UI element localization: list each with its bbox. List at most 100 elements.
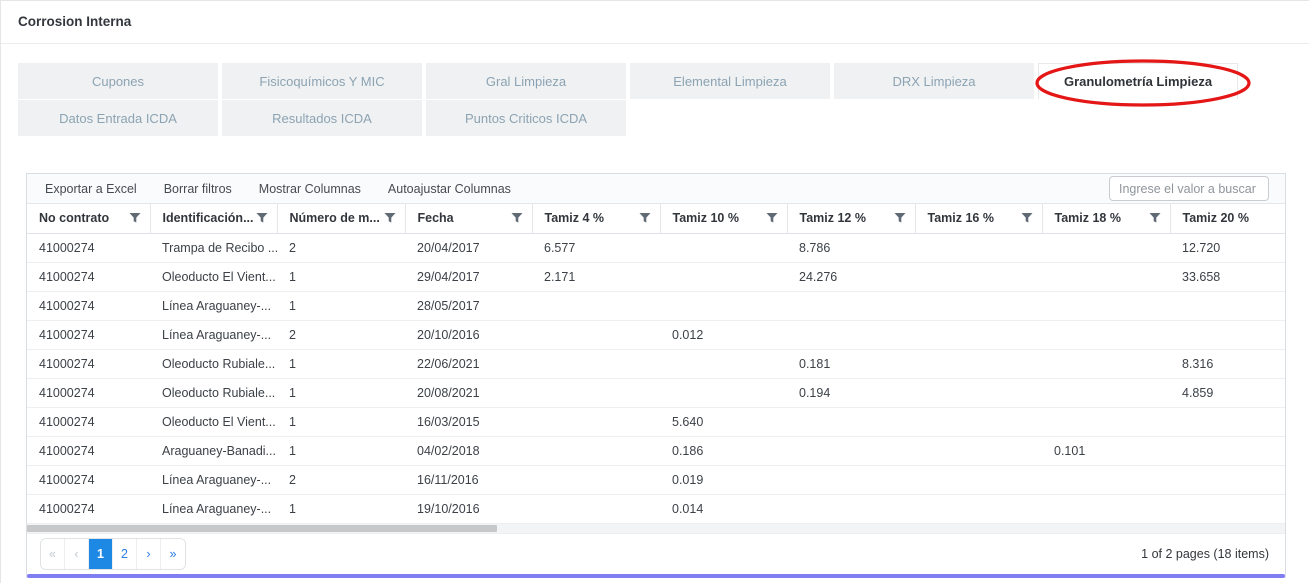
table-row[interactable]: 41000274 Oleoducto Rubiale... 1 20/08/2021 0… (27, 378, 1285, 408)
table-row[interactable]: 41000274 Oleoducto El Vient... 1 29/04/2017… (27, 262, 1285, 292)
table-cell: Araguaney-Banadi... (150, 436, 277, 466)
tab-drx-limpieza[interactable]: DRX Limpieza (834, 63, 1034, 99)
table-row[interactable]: 41000274 Oleoducto El Vient... 1 16/03/2015… (27, 407, 1285, 437)
horizontal-scrollbar-thumb[interactable] (27, 524, 497, 532)
table-cell (1042, 262, 1170, 292)
table-cell (915, 233, 1042, 263)
table-row[interactable]: 41000274 Trampa de Recibo ... 2 20/04/2017 6… (27, 233, 1285, 263)
table-cell: 19/10/2016 (405, 494, 532, 524)
table-cell: 16/03/2015 (405, 407, 532, 437)
tab-datos-entrada-icda[interactable]: Datos Entrada ICDA (18, 100, 218, 136)
pager-page-2[interactable]: 2 (113, 538, 137, 569)
filter-icon[interactable] (894, 212, 906, 224)
toolbar-button-autoajustar-columnas[interactable]: Autoajustar Columnas (387, 181, 511, 196)
table-row[interactable]: 41000274 Línea Araguaney-... 2 20/10/2016 0.… (27, 320, 1285, 350)
table-cell (660, 233, 787, 263)
pager-next-button[interactable]: › (137, 538, 161, 569)
table-cell: 04/02/2018 (405, 436, 532, 466)
horizontal-scrollbar[interactable] (27, 523, 1285, 533)
table-row[interactable]: 41000274 Línea Araguaney-... 2 16/11/2016 0.… (27, 465, 1285, 495)
table-cell (532, 378, 660, 408)
table-row[interactable]: 41000274 Línea Araguaney-... 1 28/05/2017 (27, 291, 1285, 321)
table-cell: 1 (277, 378, 405, 408)
pager-page-1[interactable]: 1 (89, 538, 113, 569)
toolbar-button-borrar-filtros[interactable]: Borrar filtros (163, 181, 232, 196)
toolbar-button-mostrar-columnas[interactable]: Mostrar Columnas (258, 181, 361, 196)
column-header-tamiz-10[interactable]: Tamiz 10 % (660, 204, 788, 234)
column-header-label: Tamiz 16 % (927, 211, 994, 226)
table-row[interactable]: 41000274 Araguaney-Banadi... 1 04/02/2018 0.… (27, 436, 1285, 466)
tab-fisicoqu-micos-y-mic[interactable]: Fisicoquímicos Y MIC (222, 63, 422, 99)
column-header-tamiz-20[interactable]: Tamiz 20 % (1170, 204, 1285, 234)
table-cell (1170, 320, 1285, 350)
table-cell: 41000274 (27, 320, 150, 350)
table-cell (532, 349, 660, 379)
column-header-tamiz-18[interactable]: Tamiz 18 % (1042, 204, 1171, 234)
column-header-tamiz-16[interactable]: Tamiz 16 % (915, 204, 1043, 234)
filter-icon[interactable] (639, 212, 651, 224)
table-cell (915, 320, 1042, 350)
table-cell: Línea Araguaney-... (150, 494, 277, 524)
table-cell: 0.181 (787, 349, 915, 379)
table-cell: 41000274 (27, 407, 150, 437)
table-row[interactable]: 41000274 Línea Araguaney-... 1 19/10/2016 0.… (27, 494, 1285, 524)
table-cell: 0.012 (660, 320, 787, 350)
toolbar-button-exportar-a-excel[interactable]: Exportar a Excel (45, 181, 137, 196)
column-header-n-mero-de-m[interactable]: Número de m... (277, 204, 406, 234)
title-divider (1, 43, 1309, 44)
column-header-tamiz-12[interactable]: Tamiz 12 % (787, 204, 916, 234)
filter-icon[interactable] (256, 212, 268, 224)
column-header-fecha[interactable]: Fecha (405, 204, 533, 234)
tab-resultados-icda[interactable]: Resultados ICDA (222, 100, 422, 136)
pager: «‹ 1 2 ›» (40, 537, 186, 570)
table-cell: Trampa de Recibo ... (150, 233, 277, 263)
tab-gral-limpieza[interactable]: Gral Limpieza (426, 63, 626, 99)
column-header-tamiz-4[interactable]: Tamiz 4 % (532, 204, 661, 234)
table-cell: 29/04/2017 (405, 262, 532, 292)
filter-icon[interactable] (384, 212, 396, 224)
table-cell: 1 (277, 494, 405, 524)
table-cell: 0.014 (660, 494, 787, 524)
table-cell (532, 465, 660, 495)
table-cell: Oleoducto Rubiale... (150, 349, 277, 379)
pager-strip: «‹ 1 2 ›» 1 of 2 pages (18 items) (27, 532, 1285, 574)
pager-last-button[interactable]: » (161, 538, 185, 569)
table-cell: 1 (277, 262, 405, 292)
tab-puntos-criticos-icda[interactable]: Puntos Criticos ICDA (426, 100, 626, 136)
page-title: Corrosion Interna (18, 14, 132, 29)
table-cell (915, 407, 1042, 437)
table-cell: 5.640 (660, 407, 787, 437)
column-header-no-contrato[interactable]: No contrato (27, 204, 151, 234)
column-header-label: Fecha (417, 211, 454, 226)
table-cell: Línea Araguaney-... (150, 291, 277, 321)
column-header-label: Tamiz 18 % (1054, 211, 1121, 226)
table-cell: 41000274 (27, 465, 150, 495)
filter-icon[interactable] (766, 212, 778, 224)
search-input[interactable] (1109, 176, 1269, 201)
column-header-label: Número de m... (289, 211, 380, 226)
table-cell: 2.171 (532, 262, 660, 292)
tab-elemental-limpieza[interactable]: Elemental Limpieza (630, 63, 830, 99)
table-cell (1042, 407, 1170, 437)
table-cell: 1 (277, 349, 405, 379)
grid-toolbar: Exportar a Excel Borrar filtros Mostrar Co… (27, 174, 1285, 204)
table-cell (787, 465, 915, 495)
filter-icon[interactable] (1021, 212, 1033, 224)
table-cell: 6.577 (532, 233, 660, 263)
table-row[interactable]: 41000274 Oleoducto Rubiale... 1 22/06/2021 0… (27, 349, 1285, 379)
table-cell: 2 (277, 320, 405, 350)
table-cell (532, 436, 660, 466)
table-cell: 41000274 (27, 378, 150, 408)
panel-accent-bar (27, 573, 1285, 578)
column-header-identificaci-n[interactable]: Identificación... (150, 204, 278, 234)
table-cell: Oleoducto Rubiale... (150, 378, 277, 408)
tab-granulometr-a-limpieza[interactable]: Granulometría Limpieza (1038, 63, 1238, 99)
table-cell (915, 349, 1042, 379)
filter-icon[interactable] (1149, 212, 1161, 224)
tab-bar: Cupones Fisicoquímicos Y MIC Gral Limpieza… (18, 63, 1238, 136)
table-cell: 41000274 (27, 262, 150, 292)
table-cell: 41000274 (27, 349, 150, 379)
filter-icon[interactable] (511, 212, 523, 224)
tab-cupones[interactable]: Cupones (18, 63, 218, 99)
filter-icon[interactable] (129, 212, 141, 224)
